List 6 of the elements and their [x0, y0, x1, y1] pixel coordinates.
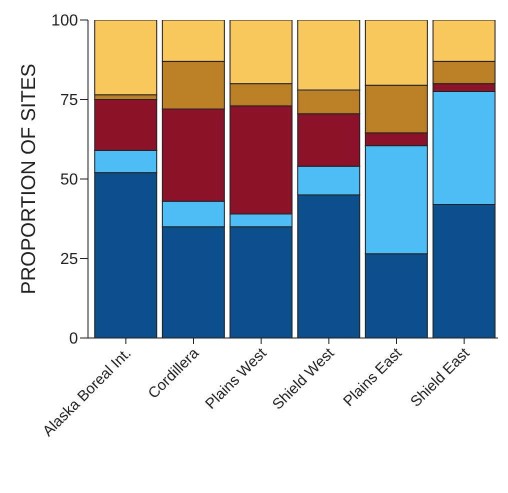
y-tick-label: 0 — [69, 330, 78, 348]
y-tick-label: 75 — [60, 92, 78, 110]
y-tick-label: 100 — [51, 12, 78, 30]
y-tick-label: 25 — [60, 251, 78, 268]
y-axis-title: PROPORTION OF SITES — [18, 64, 40, 294]
y-tick-label: 50 — [60, 172, 78, 189]
